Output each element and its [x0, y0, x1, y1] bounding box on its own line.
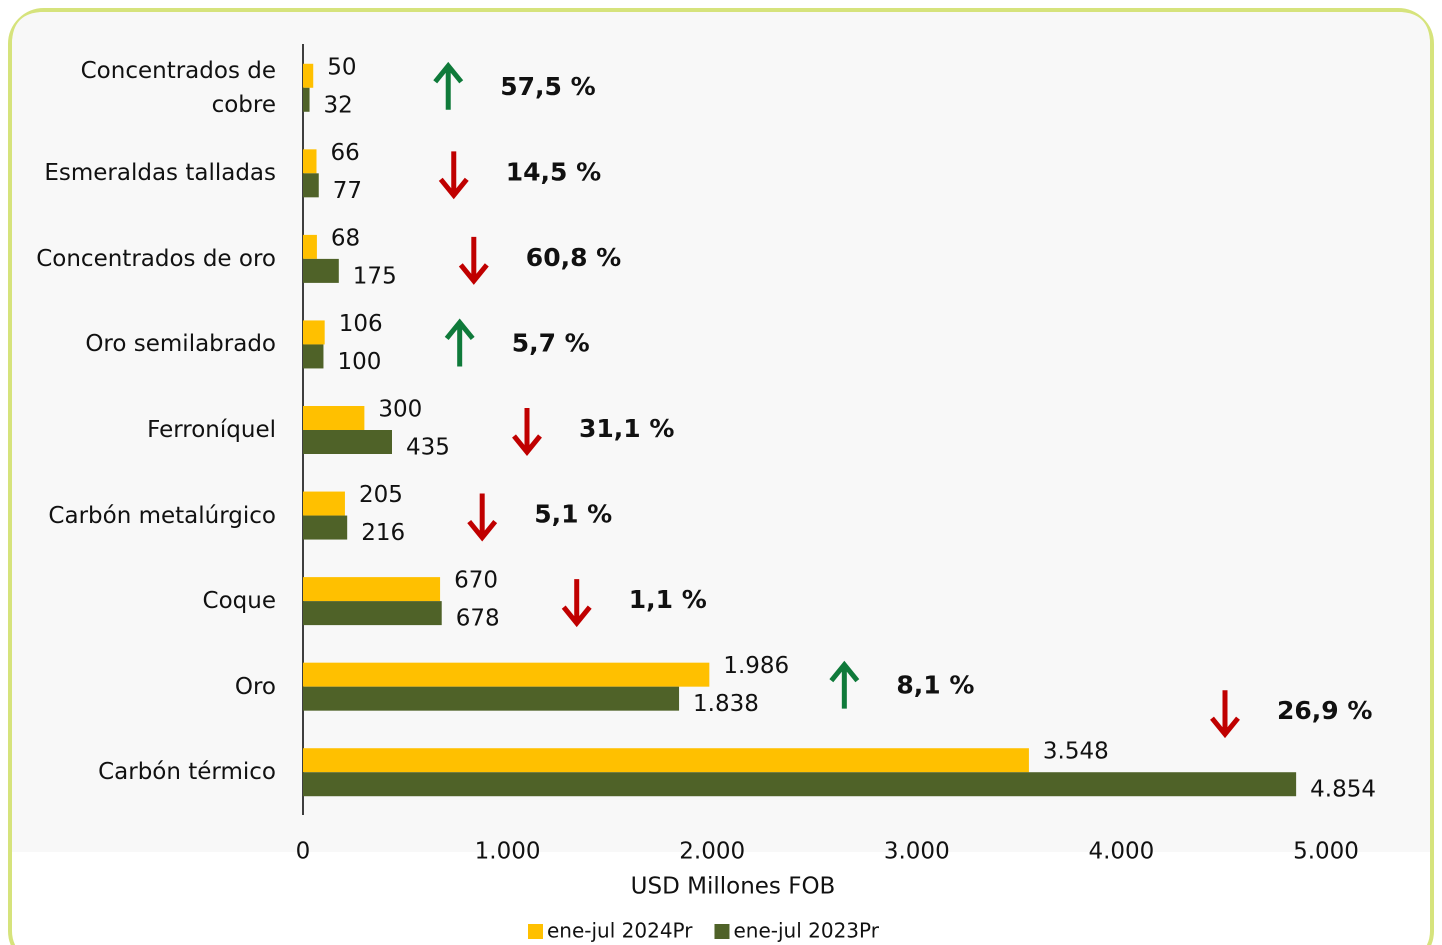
x-axis-label: USD Millones FOB [631, 874, 836, 900]
arrow [512, 408, 542, 456]
value-label: 4.854 [1310, 777, 1376, 803]
value-label: 300 [378, 397, 422, 423]
value-label: 106 [339, 311, 383, 337]
y-tick-label: Oro [234, 673, 276, 700]
change-label: 5,1 % [534, 500, 612, 529]
bar [303, 601, 442, 626]
value-label: 678 [456, 606, 500, 632]
arrow [444, 318, 475, 367]
x-tick-label: 5.000 [1293, 839, 1359, 865]
bar [303, 63, 314, 88]
value-label: 3.548 [1043, 739, 1109, 765]
y-tick-label: Carbón térmico [98, 759, 276, 786]
arrow [1210, 690, 1240, 739]
arrow [458, 236, 489, 285]
value-label: 435 [406, 435, 450, 461]
x-tick-label: 4.000 [1088, 839, 1154, 865]
y-tick-label: Oro semilabrado [85, 331, 276, 358]
bar [303, 772, 1297, 797]
bar [303, 87, 310, 112]
change-label: 8,1 % [896, 671, 974, 700]
change-label: 1,1 % [629, 585, 707, 614]
bar [303, 515, 348, 540]
x-tick-label: 1.000 [475, 839, 541, 865]
bar [303, 406, 365, 430]
bar [303, 234, 317, 259]
bar [303, 662, 710, 687]
value-label: 32 [324, 92, 353, 118]
x-tick-label: 3.000 [884, 839, 950, 865]
arrow [438, 151, 469, 200]
value-label: 1.986 [723, 653, 789, 679]
bar [303, 344, 324, 369]
value-label: 77 [333, 178, 362, 204]
change-label: 26,9 % [1277, 696, 1372, 725]
value-label: 1.838 [693, 691, 759, 717]
change-label: 14,5 % [506, 157, 601, 186]
bar [303, 430, 393, 454]
legend-swatch [528, 924, 543, 939]
bar [303, 686, 680, 711]
y-tick-label: Concentrados de oro [36, 245, 276, 272]
y-tick-label: Concentrados de cobre [80, 57, 276, 118]
legend-label: ene-jul 2023Pr [733, 919, 879, 943]
x-tick-label: 0 [296, 839, 311, 865]
y-tick-label: Coque [202, 588, 276, 615]
arrow [467, 493, 498, 542]
value-label: 68 [331, 225, 360, 251]
value-label: 100 [337, 349, 381, 375]
arrow [561, 579, 592, 628]
value-label: 205 [359, 482, 403, 508]
legend-swatch [714, 924, 730, 939]
value-label: 670 [454, 568, 498, 594]
bar [303, 320, 325, 345]
y-tick-label: Ferroníquel [147, 417, 276, 443]
legend-label: ene-jul 2024Pr [547, 919, 693, 943]
bar [303, 491, 345, 516]
x-tick-label: 2.000 [679, 839, 745, 865]
value-label: 66 [331, 140, 360, 166]
plot-panel [12, 12, 1430, 852]
y-tick-label: Carbón metalúrgico [48, 502, 276, 529]
change-label: 57,5 % [500, 72, 595, 101]
bar [303, 577, 441, 602]
bar [303, 748, 1029, 773]
change-label: 5,7 % [512, 328, 590, 357]
y-tick-label: Esmeraldas talladas [44, 160, 276, 187]
bar [303, 258, 339, 283]
bar [303, 173, 319, 198]
change-label: 31,1 % [579, 414, 674, 443]
change-label: 60,8 % [526, 243, 621, 272]
arrow [433, 61, 464, 110]
bar [303, 149, 317, 174]
value-label: 50 [327, 54, 356, 80]
value-label: 175 [353, 263, 397, 289]
value-label: 216 [361, 520, 405, 546]
arrow [829, 660, 860, 709]
